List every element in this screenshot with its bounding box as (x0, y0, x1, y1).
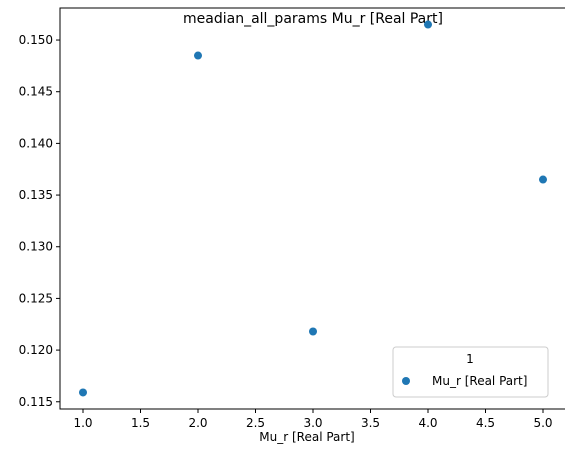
y-tick-label: 0.145 (19, 85, 53, 99)
x-tick-label: 4.0 (418, 416, 437, 430)
legend-marker (402, 377, 410, 385)
legend: 1 Mu_r [Real Part] (393, 347, 548, 397)
x-tick-label: 1.5 (131, 416, 150, 430)
y-tick-label: 0.140 (19, 136, 53, 150)
chart-title: meadian_all_params Mu_r [Real Part] (183, 11, 443, 27)
y-tick-label: 0.125 (19, 291, 53, 305)
x-tick-label: 3.5 (361, 416, 380, 430)
y-tick-label: 0.130 (19, 240, 53, 254)
data-point (309, 327, 317, 335)
y-tick-label: 0.120 (19, 343, 53, 357)
x-tick-label: 2.5 (246, 416, 265, 430)
data-point (79, 388, 87, 396)
data-point (424, 21, 432, 29)
legend-title: 1 (466, 352, 474, 366)
x-axis-label: Mu_r [Real Part] (259, 430, 354, 444)
y-tick-label: 0.135 (19, 188, 53, 202)
x-tick-label: 3.0 (303, 416, 322, 430)
legend-entry-label: Mu_r [Real Part] (432, 374, 527, 388)
data-point (194, 52, 202, 60)
x-tick-label: 5.0 (533, 416, 552, 430)
data-point (539, 176, 547, 184)
y-tick-label: 0.150 (19, 33, 53, 47)
x-tick-label: 2.0 (188, 416, 207, 430)
y-tick-label: 0.115 (19, 395, 53, 409)
x-tick-label: 4.5 (476, 416, 495, 430)
x-tick-label: 1.0 (73, 416, 92, 430)
